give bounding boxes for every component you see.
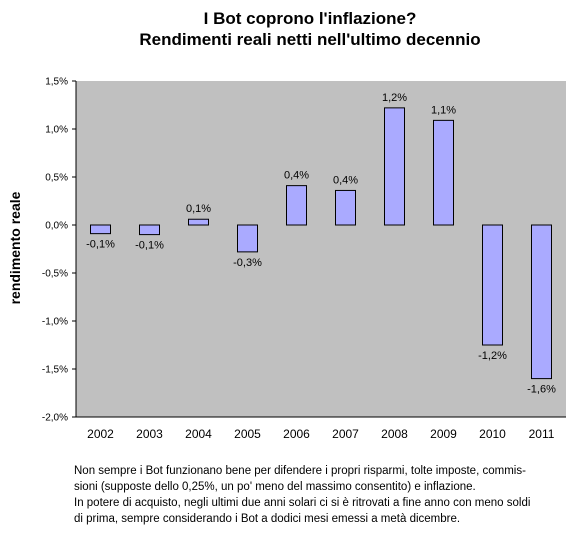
y-axis-label: rendimento reale: [7, 191, 23, 304]
caption-line-2: sioni (supposte dello 0,25%, un po' meno…: [74, 481, 476, 493]
caption-line-3: In potere di acquisto, negli ultimi due …: [74, 497, 531, 509]
x-tick-label: 2003: [136, 427, 163, 441]
x-tick-label: 2008: [381, 427, 408, 441]
x-tick-label: 2004: [185, 427, 212, 441]
data-label: -0,3%: [233, 257, 262, 269]
y-tick-label: 1,0%: [45, 125, 68, 136]
y-tick-label: -2,0%: [42, 413, 68, 424]
y-tick-label: -1,5%: [42, 365, 68, 376]
x-tick-label: 2002: [87, 427, 114, 441]
data-label: 1,2%: [382, 92, 407, 104]
caption-line-1: Non sempre i Bot funzionano bene per dif…: [74, 465, 526, 477]
data-label: 0,4%: [333, 174, 358, 186]
y-tick-label: 0,0%: [45, 221, 68, 232]
x-tick-label: 2009: [430, 427, 457, 441]
y-tick-label: -0,5%: [42, 269, 68, 280]
chart-title-line-2: Rendimenti reali netti nell'ultimo decen…: [139, 30, 481, 49]
bar-2007: [335, 189, 356, 226]
x-tick-label: 2011: [529, 427, 555, 441]
y-tick-label: -1,0%: [42, 317, 68, 328]
bar-chart: 1,5% 1,0% 0,5% 0,0% -0,5% -1,0% -1,5% -2,0% -0,…: [7, 77, 566, 441]
data-label: 1,1%: [431, 104, 456, 116]
bar-2004: [188, 218, 209, 226]
data-label: -0,1%: [135, 240, 164, 252]
bar-2002: [90, 224, 111, 235]
bar-2010: [482, 224, 503, 346]
data-label: -0,1%: [86, 239, 115, 251]
data-label: -1,6%: [527, 384, 556, 396]
bar-2008: [384, 107, 405, 226]
chart-title-line-1: I Bot coprono l'inflazione?: [203, 9, 417, 28]
bar-2003: [139, 224, 160, 236]
bar-2006: [286, 185, 307, 226]
x-tick-label: 2005: [234, 427, 261, 441]
y-tick-label: 1,5%: [45, 77, 68, 88]
data-label: 0,4%: [284, 170, 309, 182]
bar-2005: [237, 224, 258, 253]
bar-2009: [433, 119, 454, 226]
x-tick-label: 2010: [479, 427, 506, 441]
data-label: 0,1%: [186, 203, 211, 215]
data-label: -1,2%: [478, 350, 507, 362]
y-tick-label: 0,5%: [45, 173, 68, 184]
x-tick-label: 2007: [332, 427, 359, 441]
chart-title: I Bot coprono l'inflazione? Rendimenti r…: [60, 8, 560, 50]
bar-2011: [531, 224, 552, 380]
x-tick-label: 2006: [283, 427, 310, 441]
caption: Non sempre i Bot funzionano bene per dif…: [74, 463, 569, 527]
caption-line-4: di prima, sempre considerando i Bot a do…: [74, 513, 461, 525]
